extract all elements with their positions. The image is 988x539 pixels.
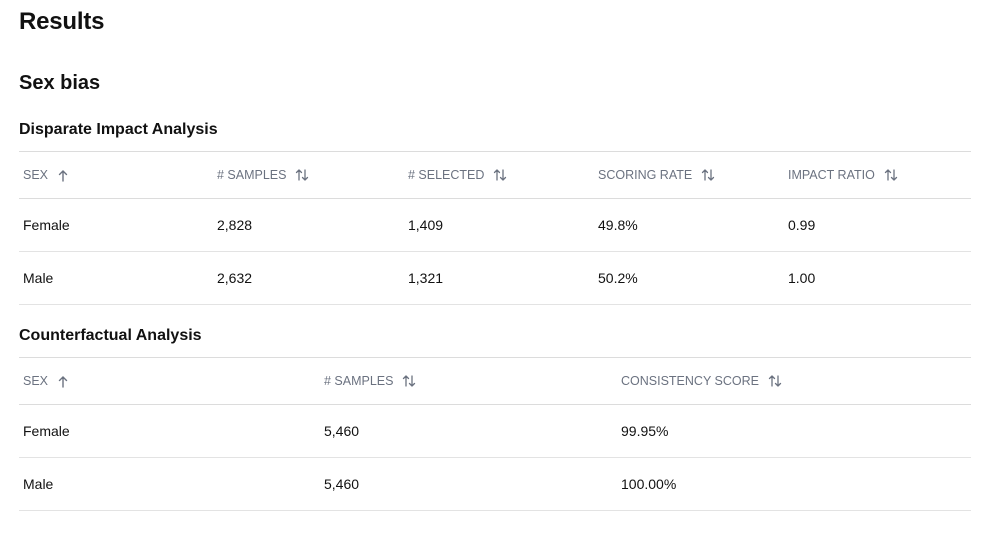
column-header-label: SEX [23, 168, 49, 182]
cell-scoring-rate: 50.2% [598, 270, 638, 286]
cell-samples: 5,460 [324, 423, 360, 439]
table-header-row: SEX # SAMPLES CONSISTENCY SCORE [19, 358, 971, 405]
column-header-impact-ratio[interactable]: IMPACT RATIO [788, 152, 898, 198]
table-row: Male 5,460 100.00% [19, 458, 971, 511]
sort-icon[interactable] [701, 168, 715, 182]
sort-icon[interactable] [493, 168, 507, 182]
column-header-samples[interactable]: # SAMPLES [217, 152, 309, 198]
cell-scoring-rate: 49.8% [598, 217, 638, 233]
sort-ascending-icon[interactable] [57, 375, 69, 388]
column-header-samples[interactable]: # SAMPLES [324, 358, 416, 404]
column-header-label: SEX [23, 374, 49, 388]
cell-consistency-score: 99.95% [621, 423, 669, 439]
sort-icon[interactable] [295, 168, 309, 182]
table-row: Male 2,632 1,321 50.2% 1.00 [19, 252, 971, 305]
sort-icon[interactable] [768, 374, 782, 388]
column-header-label: CONSISTENCY SCORE [621, 374, 759, 388]
table-row: Female 2,828 1,409 49.8% 0.99 [19, 199, 971, 252]
column-header-selected[interactable]: # SELECTED [408, 152, 507, 198]
column-header-scoring-rate[interactable]: SCORING RATE [598, 152, 715, 198]
cell-selected: 1,321 [408, 270, 444, 286]
cell-impact-ratio: 1.00 [788, 270, 816, 286]
cell-samples: 2,828 [217, 217, 253, 233]
cell-consistency-score: 100.00% [621, 476, 677, 492]
table-header-row: SEX # SAMPLES # SELECTED SCORING RATE [19, 152, 971, 199]
column-header-consistency-score[interactable]: CONSISTENCY SCORE [621, 358, 782, 404]
disparate-impact-title: Disparate Impact Analysis [19, 121, 218, 138]
cell-sex: Female [23, 423, 70, 439]
column-header-label: SCORING RATE [598, 168, 693, 182]
column-header-sex[interactable]: SEX [23, 358, 69, 404]
column-header-label: IMPACT RATIO [788, 168, 875, 182]
counterfactual-analysis-title: Counterfactual Analysis [19, 327, 202, 344]
column-header-label: # SAMPLES [324, 374, 394, 388]
cell-selected: 1,409 [408, 217, 444, 233]
sort-icon[interactable] [884, 168, 898, 182]
column-header-label: # SAMPLES [217, 168, 287, 182]
cell-impact-ratio: 0.99 [788, 217, 816, 233]
disparate-impact-table: SEX # SAMPLES # SELECTED SCORING RATE [19, 151, 971, 305]
column-header-label: # SELECTED [408, 168, 485, 182]
page-title: Results [19, 8, 105, 35]
cell-sex: Female [23, 217, 70, 233]
column-header-sex[interactable]: SEX [23, 152, 69, 198]
sort-icon[interactable] [402, 374, 416, 388]
sort-ascending-icon[interactable] [57, 169, 69, 182]
cell-samples: 2,632 [217, 270, 253, 286]
cell-sex: Male [23, 476, 54, 492]
section-title: Sex bias [19, 72, 101, 94]
counterfactual-analysis-table: SEX # SAMPLES CONSISTENCY SCORE Female [19, 357, 971, 511]
table-row: Female 5,460 99.95% [19, 405, 971, 458]
cell-samples: 5,460 [324, 476, 360, 492]
cell-sex: Male [23, 270, 54, 286]
